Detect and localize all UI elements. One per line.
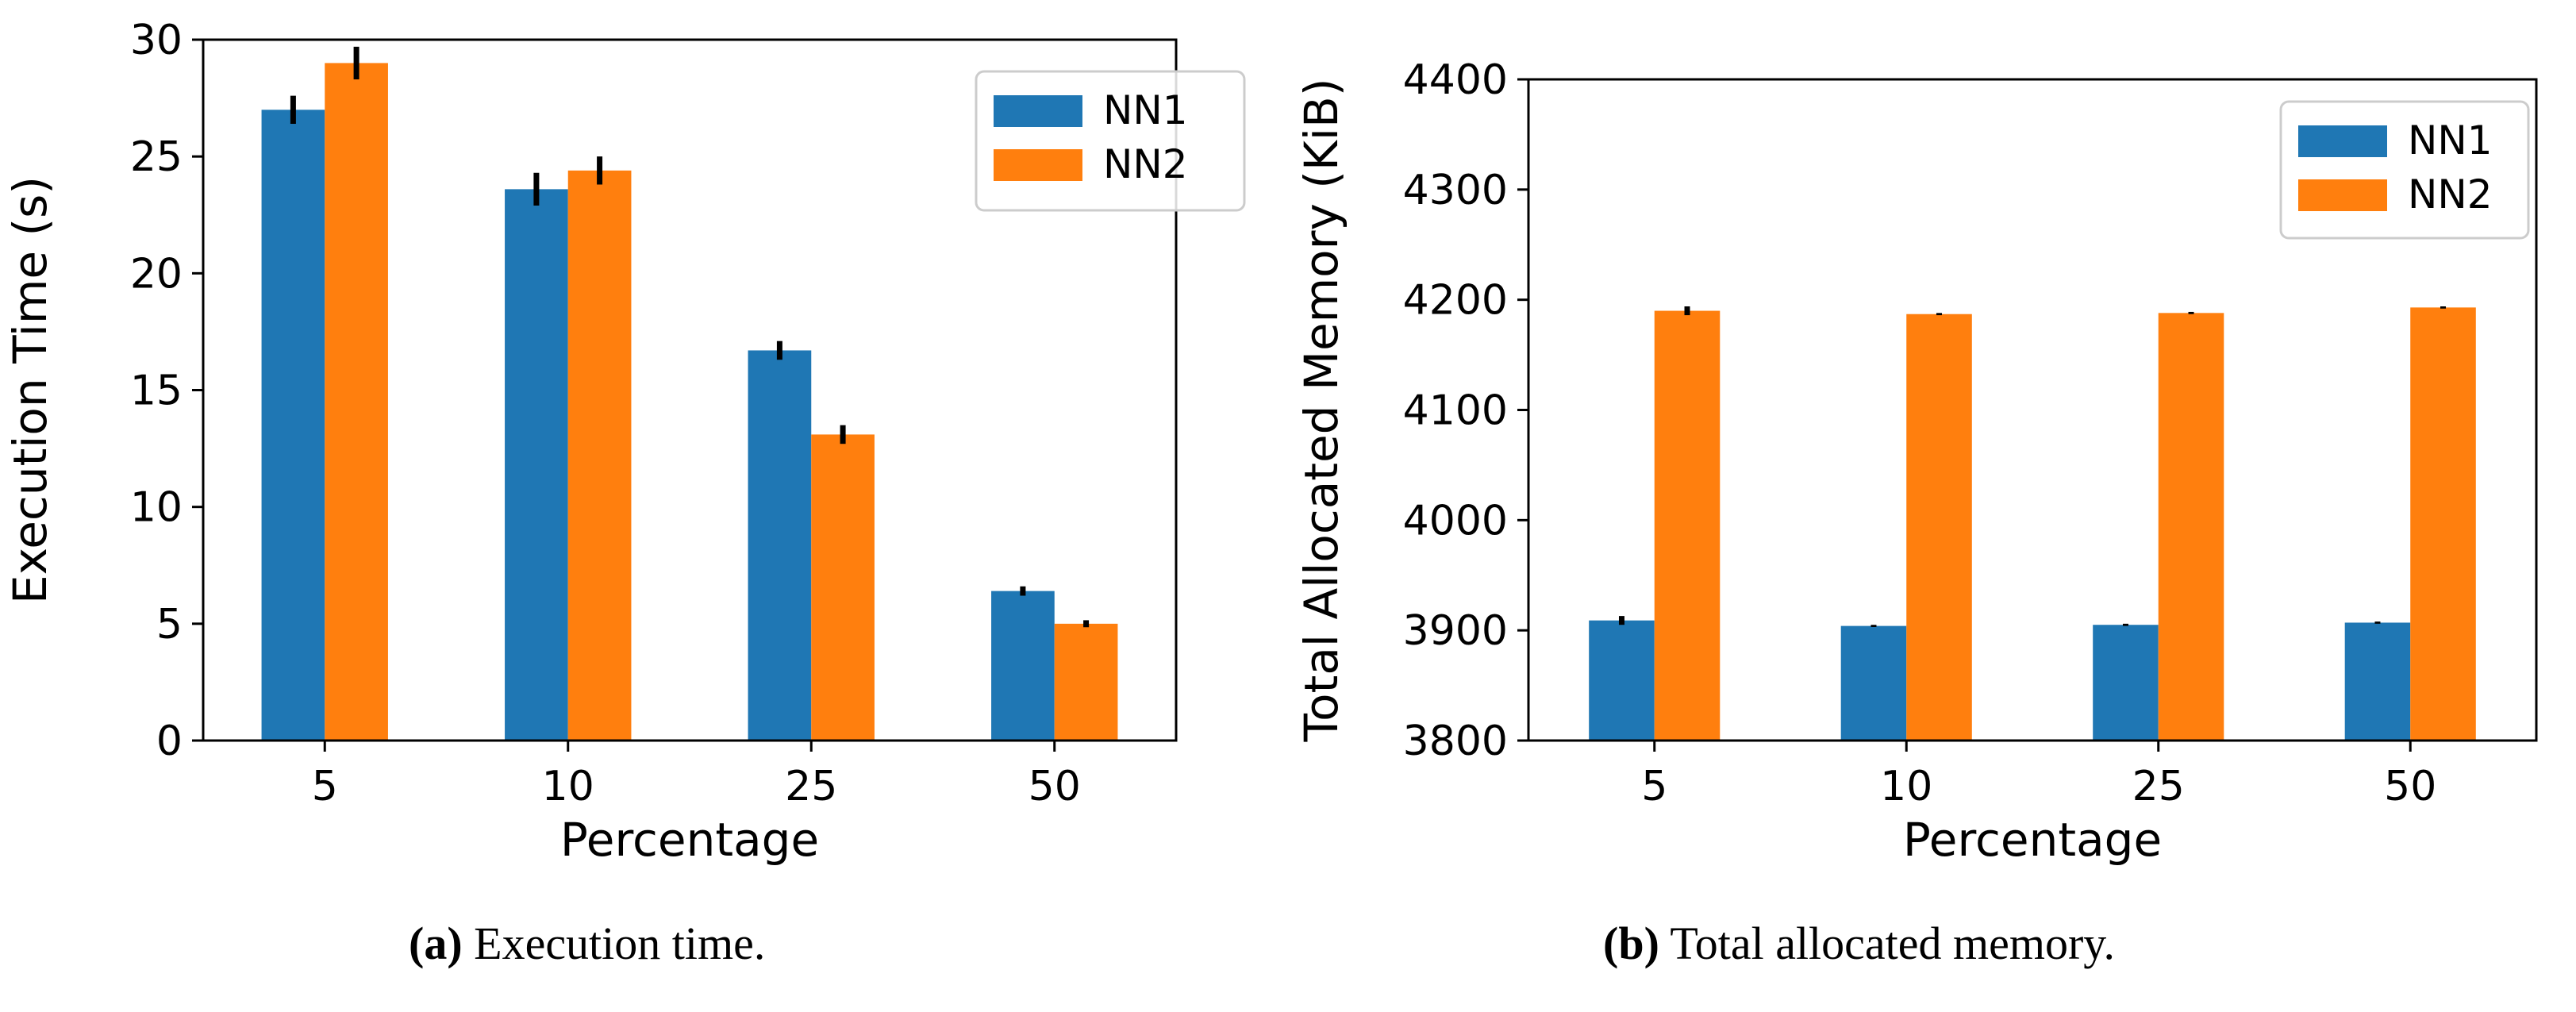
y-tick-label: 4100 — [1403, 387, 1508, 435]
y-tick-label: 3900 — [1403, 607, 1508, 655]
bar-nn2-5 — [325, 63, 388, 741]
bar-nn1-5 — [1589, 620, 1655, 741]
y-tick-label: 30 — [130, 17, 183, 64]
x-tick-label: 10 — [542, 763, 594, 810]
bar-nn1-25 — [2093, 625, 2159, 741]
y-tick-label: 20 — [130, 250, 183, 298]
y-tick-label: 4200 — [1403, 277, 1508, 325]
x-tick-label: 50 — [2384, 763, 2436, 810]
y-tick-label: 4300 — [1403, 167, 1508, 214]
y-tick-label: 4400 — [1403, 56, 1508, 104]
x-axis-label: Percentage — [560, 813, 819, 867]
bar-nn1-10 — [1840, 625, 1907, 741]
caption-b-text: Total allocated memory. — [1670, 918, 2116, 969]
y-tick-label: 25 — [130, 133, 183, 181]
caption-a-label: (a) — [409, 918, 463, 969]
legend-swatch-nn2 — [2298, 179, 2387, 211]
x-tick-label: 25 — [785, 763, 837, 810]
y-tick-label: 10 — [130, 484, 183, 532]
y-tick-label: 4000 — [1403, 497, 1508, 544]
chart-total-allocated-memory: 3800 3900 4000 4100 4200 4300 4400 5 10 25 50 Perce… — [1294, 56, 2538, 867]
caption-b: (b) Total allocated memory. — [1603, 917, 2115, 970]
y-axis-label: Total Allocated Memory (KiB) — [1294, 79, 1348, 743]
bar-nn2-5 — [1654, 310, 1721, 741]
legend-label-nn2: NN2 — [1103, 141, 1188, 187]
bar-nn1-50 — [2344, 622, 2411, 741]
x-tick-label: 5 — [1641, 763, 1667, 810]
legend-swatch-nn2 — [994, 149, 1082, 181]
bar-nn2-25 — [811, 434, 875, 741]
x-tick-label: 25 — [2132, 763, 2185, 810]
x-axis-label: Percentage — [1903, 813, 2162, 867]
bar-nn1-25 — [748, 350, 812, 741]
legend-label-nn1: NN1 — [2408, 117, 2493, 164]
y-tick-label: 0 — [156, 718, 183, 765]
legend-label-nn2: NN2 — [2408, 171, 2493, 217]
y-tick-label: 5 — [156, 601, 183, 648]
y-axis-label: Execution Time (s) — [3, 176, 57, 604]
bar-nn1-5 — [261, 110, 325, 741]
bar-nn2-10 — [1906, 314, 1972, 741]
legend-swatch-nn1 — [2298, 125, 2387, 157]
chart-execution-time: 0 5 10 15 20 25 30 5 10 25 50 Percentage Execution T… — [3, 17, 1246, 867]
x-tick-label: 10 — [1880, 763, 1932, 810]
legend-swatch-nn1 — [994, 95, 1082, 127]
y-tick-label: 3800 — [1403, 718, 1508, 765]
legend-label-nn1: NN1 — [1103, 87, 1188, 133]
bar-nn2-50 — [1054, 623, 1118, 741]
bar-nn1-10 — [505, 189, 568, 741]
x-tick-label: 5 — [312, 763, 338, 810]
caption-a: (a) Execution time. — [409, 917, 765, 970]
y-tick-label: 15 — [130, 367, 183, 415]
bar-nn2-10 — [567, 170, 632, 741]
bar-nn2-25 — [2158, 313, 2224, 741]
caption-a-text: Execution time. — [474, 918, 766, 969]
bar-nn1-50 — [991, 591, 1055, 741]
bar-nn2-50 — [2410, 307, 2476, 741]
caption-b-label: (b) — [1603, 918, 1659, 969]
x-tick-label: 50 — [1028, 763, 1081, 810]
